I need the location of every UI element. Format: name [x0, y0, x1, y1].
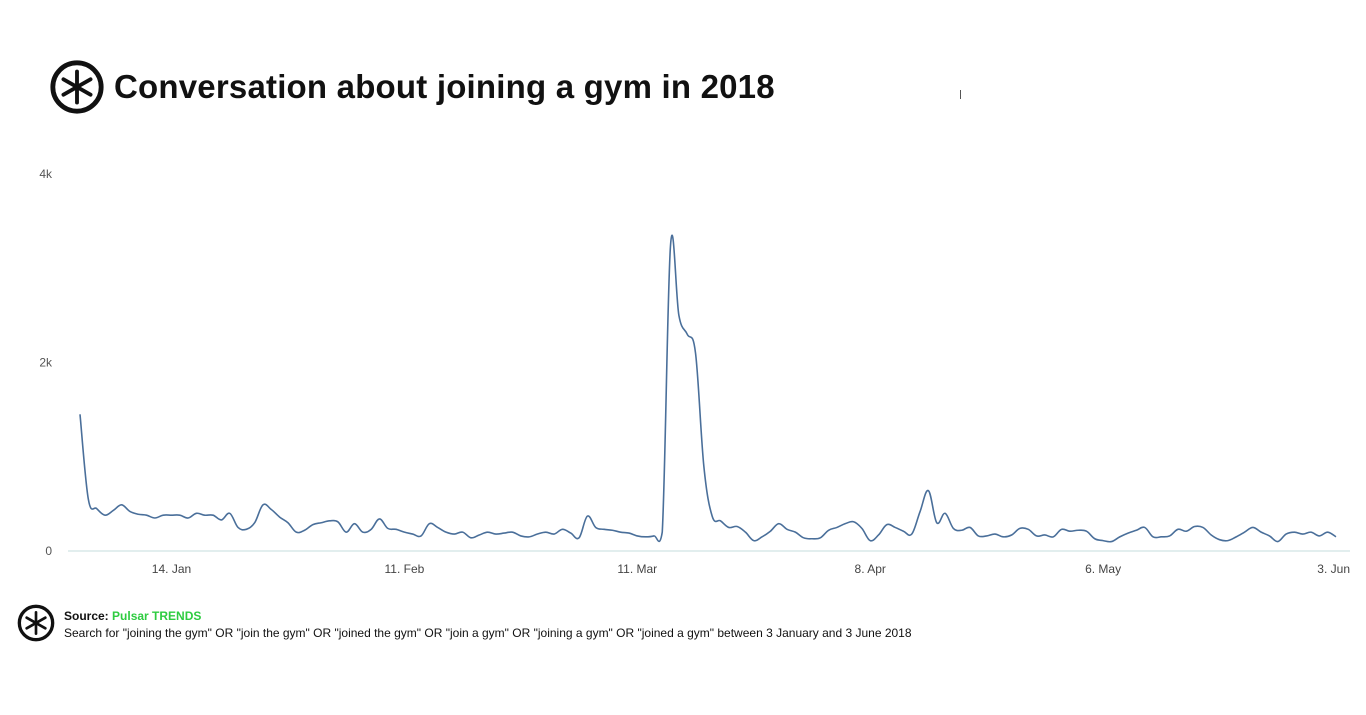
- x-tick-label: 14. Jan: [152, 562, 191, 576]
- x-tick-label: 3. Jun: [1317, 562, 1350, 576]
- source-label: Source:: [64, 609, 109, 623]
- chart-header: Conversation about joining a gym in 2018: [48, 58, 775, 116]
- search-description: Search for "joining the gym" OR "join th…: [64, 626, 912, 640]
- y-tick-label: 4k: [39, 167, 53, 181]
- decorative-tick: [960, 90, 961, 99]
- source-name: Pulsar TRENDS: [112, 609, 202, 623]
- source-line: Source: Pulsar TRENDS: [64, 608, 912, 625]
- chart-title: Conversation about joining a gym in 2018: [114, 68, 775, 105]
- series-line: [79, 234, 1337, 543]
- pulsar-logo-icon: [17, 604, 55, 642]
- x-axis-labels: 14. Jan 11. Feb 11. Mar 8. Apr 6. May 3. Jun: [152, 562, 1350, 576]
- x-tick-label: 11. Feb: [384, 562, 424, 576]
- x-tick-label: 8. Apr: [855, 562, 886, 576]
- pulsar-logo-icon: [50, 60, 104, 114]
- y-tick-label: 2k: [39, 356, 53, 370]
- x-tick-label: 6. May: [1085, 562, 1121, 576]
- y-axis-labels: 0 2k 4k: [39, 167, 53, 558]
- line-chart: 0 2k 4k 14. Jan 11. Feb 11. Mar 8. Apr 6. May 3…: [39, 167, 1350, 576]
- footer: Source: Pulsar TRENDS Search for "joinin…: [16, 603, 912, 643]
- y-tick-label: 0: [45, 544, 52, 558]
- footer-text: Source: Pulsar TRENDS Search for "joinin…: [64, 608, 912, 642]
- x-tick-label: 11. Mar: [617, 562, 657, 576]
